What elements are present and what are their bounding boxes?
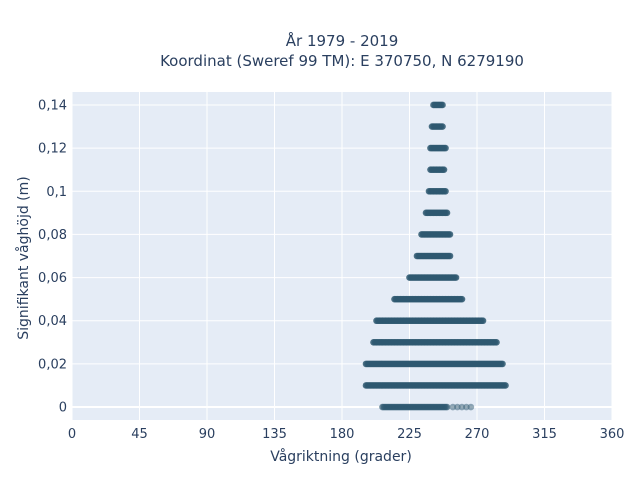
data-point <box>440 166 448 173</box>
data-point <box>452 274 460 281</box>
data-point <box>467 403 475 411</box>
x-tick-label: 135 <box>262 427 287 442</box>
x-tick-label: 270 <box>465 427 490 442</box>
chart-subtitle: Koordinat (Sweref 99 TM): E 370750, N 62… <box>160 52 524 70</box>
data-point <box>479 317 487 325</box>
y-tick-label: 0,06 <box>38 271 67 286</box>
data-point <box>439 101 446 109</box>
gridlines <box>71 92 613 420</box>
y-tick-label: 0,02 <box>38 357 67 372</box>
data-point <box>442 144 449 152</box>
y-tick-label: 0,04 <box>38 314 67 329</box>
y-tick-label: 0 <box>59 401 67 416</box>
x-tick-label: 360 <box>600 427 625 442</box>
y-tick-labels: 0 0,02 0,04 0,06 0,08 0,1 0,12 0,14 <box>38 98 67 415</box>
y-tick-label: 0,08 <box>38 228 67 243</box>
x-tick-label: 225 <box>397 427 422 442</box>
x-tick-label: 180 <box>330 427 355 442</box>
data-point <box>458 295 466 303</box>
data-point <box>502 382 509 389</box>
x-tick-label: 90 <box>199 427 216 442</box>
data-point <box>443 403 451 411</box>
data-point <box>493 339 500 346</box>
data-point <box>446 252 454 260</box>
y-axis-label: Signifikant våghöjd (m) <box>15 176 32 339</box>
y-tick-label: 0,1 <box>46 185 67 200</box>
y-tick-label: 0,12 <box>38 142 67 157</box>
x-axis-label: Vågriktning (grader) <box>270 448 412 465</box>
data-point <box>443 209 451 217</box>
y-tick-label: 0,14 <box>38 98 67 113</box>
x-tick-label: 45 <box>131 427 148 442</box>
x-tick-labels: 0 45 90 135 180 225 270 315 360 <box>68 427 625 442</box>
data-point <box>439 123 446 130</box>
data-point <box>442 187 449 195</box>
data-point <box>446 231 454 238</box>
x-tick-label: 0 <box>68 427 76 442</box>
x-tick-label: 315 <box>532 427 557 442</box>
data-points <box>362 101 509 411</box>
data-point <box>499 360 506 368</box>
chart-title: År 1979 - 2019 <box>286 31 399 50</box>
